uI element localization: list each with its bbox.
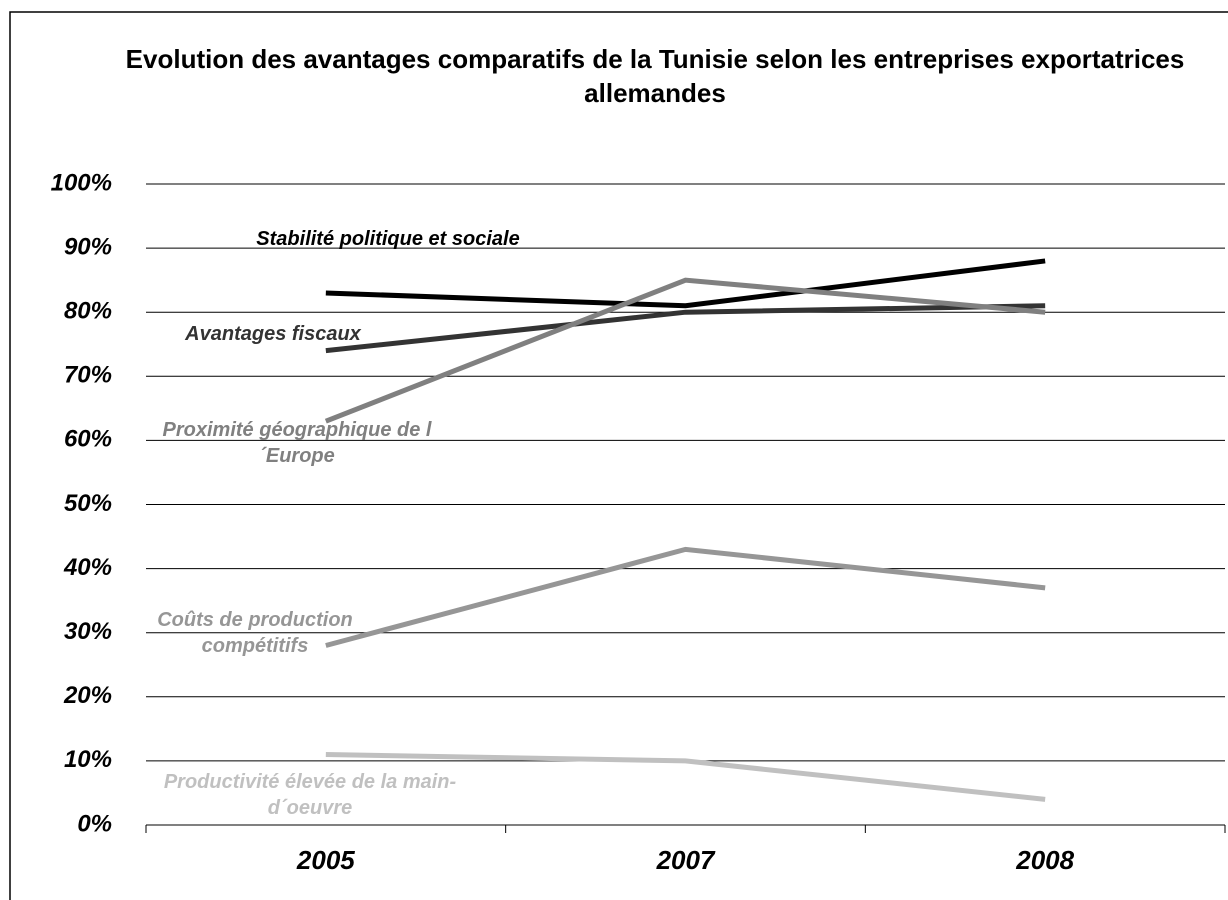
y-tick-label: 80% [64, 298, 112, 325]
series-line [324, 277, 1046, 424]
series-line [325, 258, 1046, 309]
y-tick-label: 60% [64, 426, 112, 453]
x-tick-label: 2005 [296, 845, 355, 875]
series-line [325, 546, 1046, 648]
series-label: Proximité géographique de l´Europe [162, 419, 432, 467]
series-label: Coûts de production compétitifs [157, 609, 353, 657]
y-tick-label: 20% [63, 682, 112, 709]
y-tick-label: 0% [77, 810, 112, 837]
x-tick-label: 2007 [656, 845, 716, 875]
series-label: Productivité élevée de la main-d´oeuvre [163, 771, 457, 819]
chart-frame [9, 11, 1228, 900]
series-line [325, 303, 1046, 354]
y-tick-label: 50% [64, 490, 112, 517]
x-tick-label: 2008 [1015, 845, 1074, 875]
y-tick-label: 30% [64, 618, 112, 645]
series-line [325, 751, 1046, 802]
series-label: Avantages fiscaux [185, 323, 361, 345]
y-tick-label: 40% [63, 554, 112, 581]
y-tick-label: 90% [64, 233, 112, 260]
y-tick-label: 100% [51, 169, 112, 196]
y-tick-label: 10% [64, 746, 112, 773]
chart-title: Evolution des avantages comparatifs de l… [125, 44, 1185, 108]
series-label: Stabilité politique et sociale [256, 228, 520, 250]
y-tick-label: 70% [64, 362, 112, 389]
